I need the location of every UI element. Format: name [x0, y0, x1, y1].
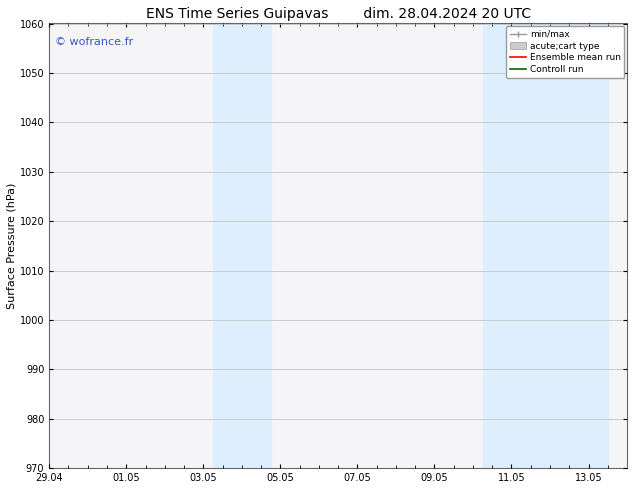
Title: ENS Time Series Guipavas        dim. 28.04.2024 20 UTC: ENS Time Series Guipavas dim. 28.04.2024…	[146, 7, 531, 21]
Legend: min/max, acute;cart type, Ensemble mean run, Controll run: min/max, acute;cart type, Ensemble mean …	[507, 26, 624, 77]
Text: © wofrance.fr: © wofrance.fr	[55, 37, 133, 47]
Y-axis label: Surface Pressure (hPa): Surface Pressure (hPa)	[7, 183, 17, 309]
Bar	[482, 24, 608, 468]
Bar	[213, 24, 271, 468]
